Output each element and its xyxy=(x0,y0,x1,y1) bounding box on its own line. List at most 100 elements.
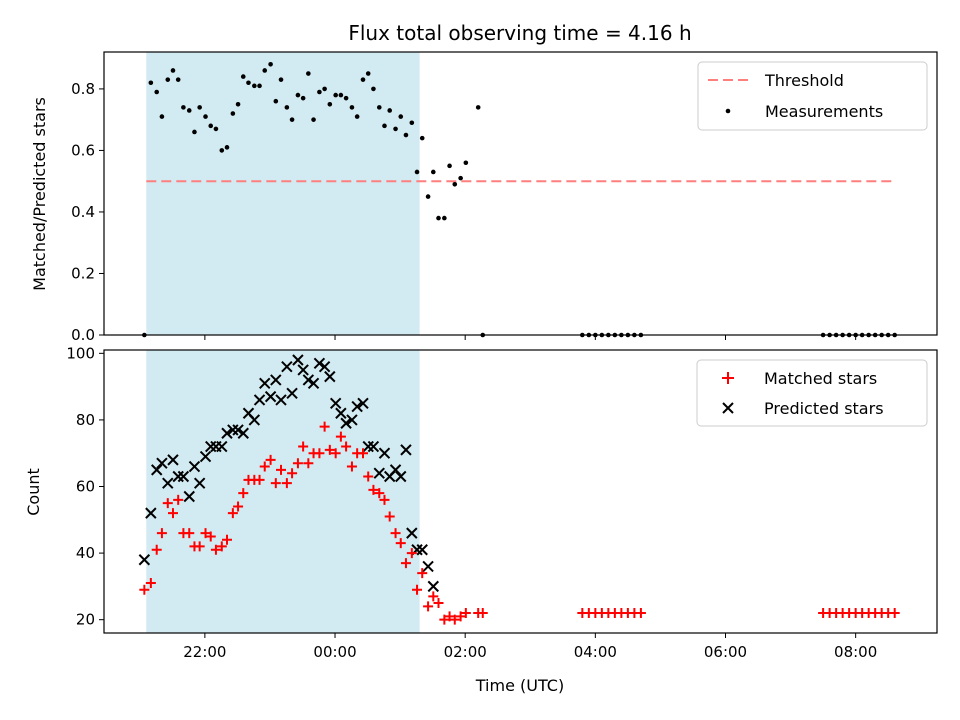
legend-predicted-label: Predicted stars xyxy=(764,399,884,418)
matched-star-point xyxy=(423,601,434,612)
measurement-point xyxy=(289,117,295,122)
measurement-point xyxy=(419,135,425,141)
matched-star-point xyxy=(314,448,325,459)
predicted-star-point xyxy=(400,444,412,456)
measurement-point xyxy=(430,169,436,175)
predicted-star-point xyxy=(248,414,261,426)
matched-star-point xyxy=(254,474,265,485)
x-tick-label: 22:00 xyxy=(183,643,226,661)
measurement-point xyxy=(452,181,458,187)
y-tick-label: 0.6 xyxy=(71,141,95,159)
x-tick-label: 04:00 xyxy=(574,643,617,661)
predicted-star-point xyxy=(270,374,282,386)
measurement-point xyxy=(403,132,409,138)
matched-star-point xyxy=(477,608,488,619)
matched-star-point xyxy=(330,448,341,459)
matched-star-point xyxy=(194,541,205,552)
x-tick-label: 00:00 xyxy=(313,643,356,661)
x-axis-label: Time (UTC) xyxy=(475,676,564,695)
predicted-star-point xyxy=(378,447,391,459)
matched-star-point xyxy=(292,458,303,469)
x-tick-label: 02:00 xyxy=(444,643,487,661)
legend-threshold-label: Threshold xyxy=(764,71,844,90)
predicted-star-point xyxy=(292,354,304,366)
predicted-star-point xyxy=(340,417,352,429)
predicted-star-point xyxy=(335,407,347,419)
predicted-star-point xyxy=(205,440,217,453)
measurement-point xyxy=(398,114,404,119)
predicted-star-point xyxy=(346,414,358,426)
measurement-point xyxy=(436,215,441,221)
bottom-legend: Matched stars Predicted stars xyxy=(696,359,928,427)
predicted-star-point xyxy=(373,467,385,479)
matched-star-point xyxy=(162,498,173,509)
matched-star-point xyxy=(233,501,244,512)
matched-star-point xyxy=(889,608,900,619)
predicted-star-point xyxy=(389,464,402,476)
predicted-star-point xyxy=(162,477,174,489)
predicted-star-point xyxy=(406,527,418,539)
y-tick-label: 0.4 xyxy=(71,203,95,221)
matched-star-point xyxy=(406,548,417,559)
matched-star-point xyxy=(281,478,292,489)
x-tick-label: 08:00 xyxy=(834,643,877,661)
bottom-plot-frame xyxy=(103,349,938,634)
matched-star-point xyxy=(259,461,270,472)
measurement-point xyxy=(235,101,241,107)
predicted-star-points xyxy=(138,354,440,593)
top-x-ticks xyxy=(204,335,857,340)
top-shaded-span xyxy=(146,52,420,335)
matched-star-point xyxy=(384,511,395,522)
measurement-point xyxy=(338,92,344,98)
measurement-point xyxy=(327,101,333,107)
matched-star-point xyxy=(167,508,178,519)
matched-star-point xyxy=(460,608,471,619)
y-tick-label: 0.0 xyxy=(71,326,95,344)
matched-star-point xyxy=(287,468,298,479)
matched-star-point xyxy=(374,488,385,499)
predicted-star-point xyxy=(253,394,266,406)
predicted-star-point xyxy=(259,377,271,390)
measurement-point xyxy=(148,80,154,86)
matched-star-point xyxy=(358,448,369,459)
predicted-star-point xyxy=(183,490,195,503)
matched-star-point xyxy=(417,568,428,579)
matched-star-point xyxy=(444,611,455,622)
measurement-point xyxy=(371,86,376,92)
matched-star-point xyxy=(395,538,406,549)
matched-star-point xyxy=(455,611,466,622)
predicted-star-point xyxy=(172,470,184,483)
matched-star-point xyxy=(173,494,184,505)
y-tick-label: 20 xyxy=(76,611,95,629)
matched-star-point xyxy=(139,584,150,595)
matched-star-point xyxy=(635,608,646,619)
predicted-star-point xyxy=(216,440,228,453)
predicted-star-point xyxy=(227,424,239,436)
legend-matched-label: Matched stars xyxy=(764,369,877,388)
matched-star-point xyxy=(412,584,423,595)
matched-star-point xyxy=(341,441,352,452)
measurement-point xyxy=(463,160,469,166)
matched-star-point xyxy=(303,458,314,469)
matched-star-point xyxy=(238,488,249,499)
matched-star-point xyxy=(390,528,401,539)
predicted-star-point xyxy=(318,360,331,373)
predicted-star-point xyxy=(264,390,277,403)
predicted-star-point xyxy=(395,470,407,483)
measurement-point xyxy=(354,114,360,119)
matched-star-point xyxy=(210,544,221,555)
matched-star-point xyxy=(298,441,309,452)
measurement-point xyxy=(192,129,197,135)
measurement-point xyxy=(387,108,392,113)
y-tick-label: 80 xyxy=(76,411,95,429)
measurement-point xyxy=(322,86,327,92)
matched-star-point xyxy=(221,534,232,545)
measurement-point xyxy=(295,92,301,98)
measurement-point xyxy=(197,105,202,110)
matched-star-point xyxy=(145,578,156,589)
measurement-point xyxy=(219,148,225,153)
matched-star-point xyxy=(379,494,390,505)
matched-star-point xyxy=(319,421,330,432)
predicted-star-point xyxy=(357,397,369,409)
measurement-point xyxy=(165,77,171,82)
